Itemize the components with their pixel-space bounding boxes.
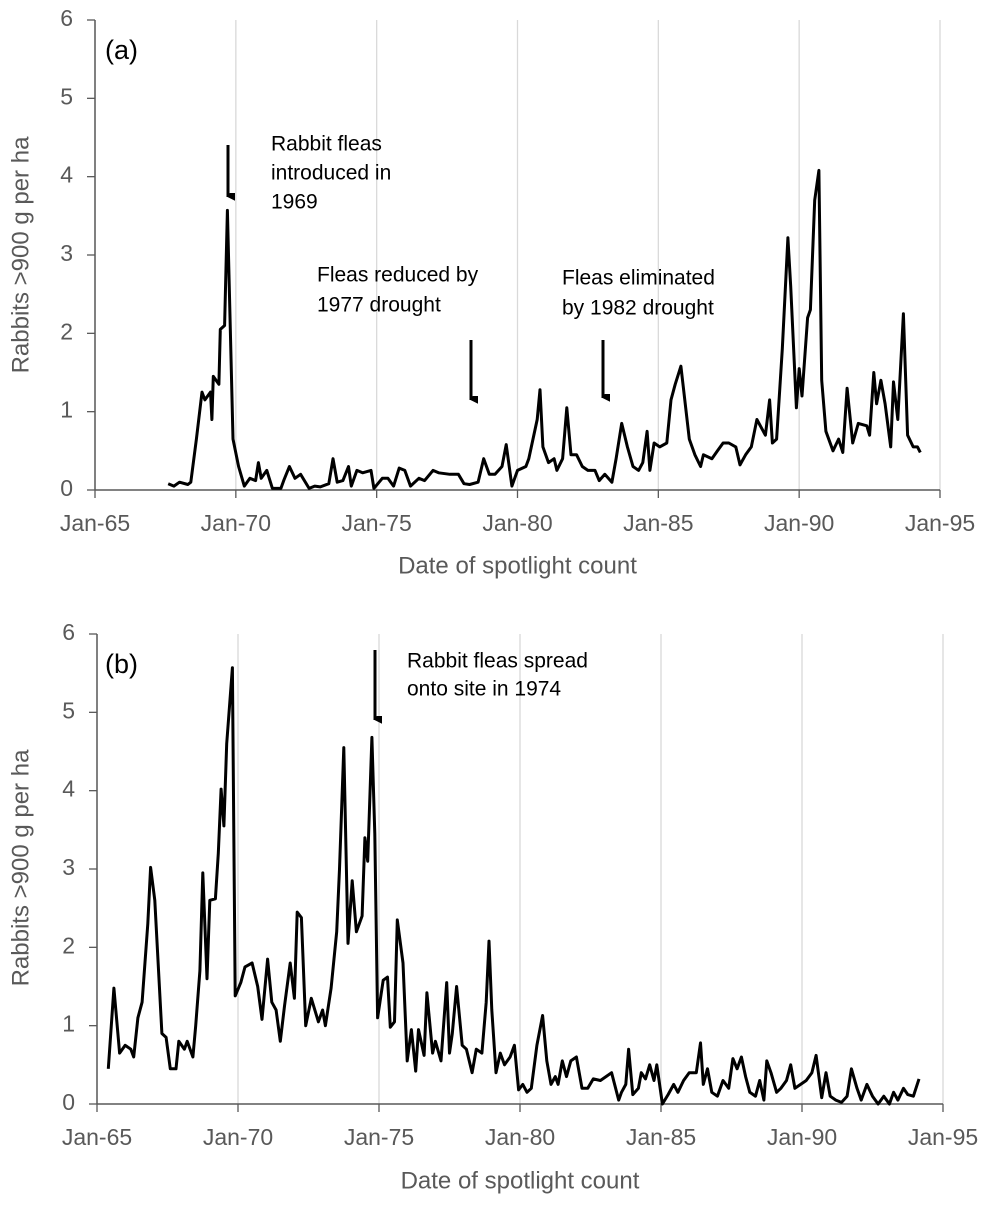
x-tick-label: Jan-80 (482, 510, 552, 536)
y-tick-label: 5 (62, 697, 75, 723)
x-tick-label: Jan-85 (626, 1124, 696, 1150)
data-line (167, 168, 922, 490)
y-tick-label: 3 (60, 240, 73, 266)
y-tick-label: 2 (60, 318, 73, 344)
x-tick-label: Jan-95 (908, 1124, 978, 1150)
y-tick-label: 4 (60, 162, 73, 188)
x-tick-label: Jan-90 (767, 1124, 837, 1150)
annotation: Rabbit fleas (271, 133, 382, 156)
annotation: 1969 (271, 191, 318, 214)
x-axis-title: Date of spotlight count (398, 552, 637, 579)
y-tick-label: 6 (60, 5, 73, 31)
x-tick-label: Jan-70 (203, 1124, 273, 1150)
panel-label: (b) (105, 649, 138, 679)
annotation: introduced in (271, 162, 391, 185)
x-tick-label: Jan-90 (764, 510, 834, 536)
x-tick-label: Jan-75 (342, 510, 412, 536)
y-tick-label: 5 (60, 83, 73, 109)
y-tick-label: 2 (62, 932, 75, 958)
y-tick-label: 3 (62, 854, 75, 880)
y-tick-label: 1 (62, 1011, 75, 1037)
panel-label: (a) (105, 35, 138, 65)
x-tick-label: Jan-85 (623, 510, 693, 536)
y-axis-title: Rabbits >900 g per ha (7, 136, 34, 373)
x-tick-label: Jan-65 (60, 510, 130, 536)
y-tick-label: 0 (60, 475, 73, 501)
x-tick-label: Jan-65 (62, 1124, 132, 1150)
x-tick-label: Jan-95 (905, 510, 975, 536)
x-tick-label: Jan-70 (201, 510, 271, 536)
annotation: Fleas reduced by (317, 264, 479, 287)
x-axis-title: Date of spotlight count (401, 1167, 640, 1194)
data-line (106, 666, 921, 1106)
y-axis-title: Rabbits >900 g per ha (7, 749, 34, 986)
annotation: by 1982 drought (562, 297, 714, 320)
annotation: Rabbit fleas spread (407, 650, 588, 673)
y-tick-label: 6 (62, 619, 75, 645)
y-tick-label: 4 (62, 776, 75, 802)
x-tick-label: Jan-80 (485, 1124, 555, 1150)
y-tick-label: 1 (60, 397, 73, 423)
annotation: 1977 drought (317, 294, 441, 317)
x-tick-label: Jan-75 (344, 1124, 414, 1150)
y-tick-label: 0 (62, 1089, 75, 1115)
annotation: onto site in 1974 (407, 678, 561, 701)
annotation: Fleas eliminated (562, 267, 715, 290)
